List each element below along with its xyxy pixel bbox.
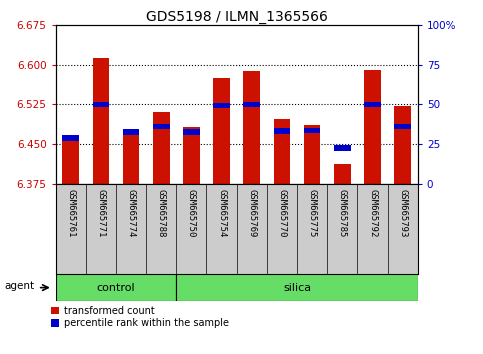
Text: GSM665750: GSM665750 — [187, 189, 196, 237]
Text: silica: silica — [283, 282, 311, 293]
Bar — [62, 139, 79, 184]
Text: GSM665788: GSM665788 — [156, 189, 166, 237]
Bar — [123, 132, 139, 184]
Bar — [62, 135, 79, 141]
Bar — [334, 164, 351, 184]
Bar — [274, 128, 290, 133]
Text: GSM665770: GSM665770 — [277, 189, 286, 237]
Text: agent: agent — [4, 281, 35, 291]
Bar — [243, 71, 260, 184]
Bar — [123, 129, 139, 135]
Bar — [93, 102, 109, 107]
Text: control: control — [97, 282, 135, 293]
Text: GSM665771: GSM665771 — [96, 189, 105, 237]
Bar — [153, 124, 170, 129]
Text: GSM665785: GSM665785 — [338, 189, 347, 237]
Bar — [274, 119, 290, 184]
Bar — [304, 128, 320, 133]
Bar — [176, 274, 418, 301]
Title: GDS5198 / ILMN_1365566: GDS5198 / ILMN_1365566 — [146, 10, 327, 24]
Bar — [93, 58, 109, 184]
Bar — [395, 106, 411, 184]
Bar — [364, 70, 381, 184]
Text: GSM665774: GSM665774 — [127, 189, 136, 237]
Text: GSM665754: GSM665754 — [217, 189, 226, 237]
Text: GSM665761: GSM665761 — [66, 189, 75, 237]
Bar — [243, 102, 260, 107]
Bar — [183, 127, 199, 184]
Legend: transformed count, percentile rank within the sample: transformed count, percentile rank withi… — [51, 306, 229, 328]
Bar — [395, 124, 411, 129]
Bar — [334, 145, 351, 150]
Text: GSM665793: GSM665793 — [398, 189, 407, 237]
Bar — [153, 112, 170, 184]
Bar — [56, 274, 176, 301]
Bar — [304, 125, 320, 184]
Bar — [364, 102, 381, 107]
Bar — [213, 103, 230, 108]
Text: GSM665769: GSM665769 — [247, 189, 256, 237]
Bar — [213, 78, 230, 184]
Text: GSM665792: GSM665792 — [368, 189, 377, 237]
Bar — [183, 129, 199, 135]
Text: GSM665775: GSM665775 — [308, 189, 317, 237]
